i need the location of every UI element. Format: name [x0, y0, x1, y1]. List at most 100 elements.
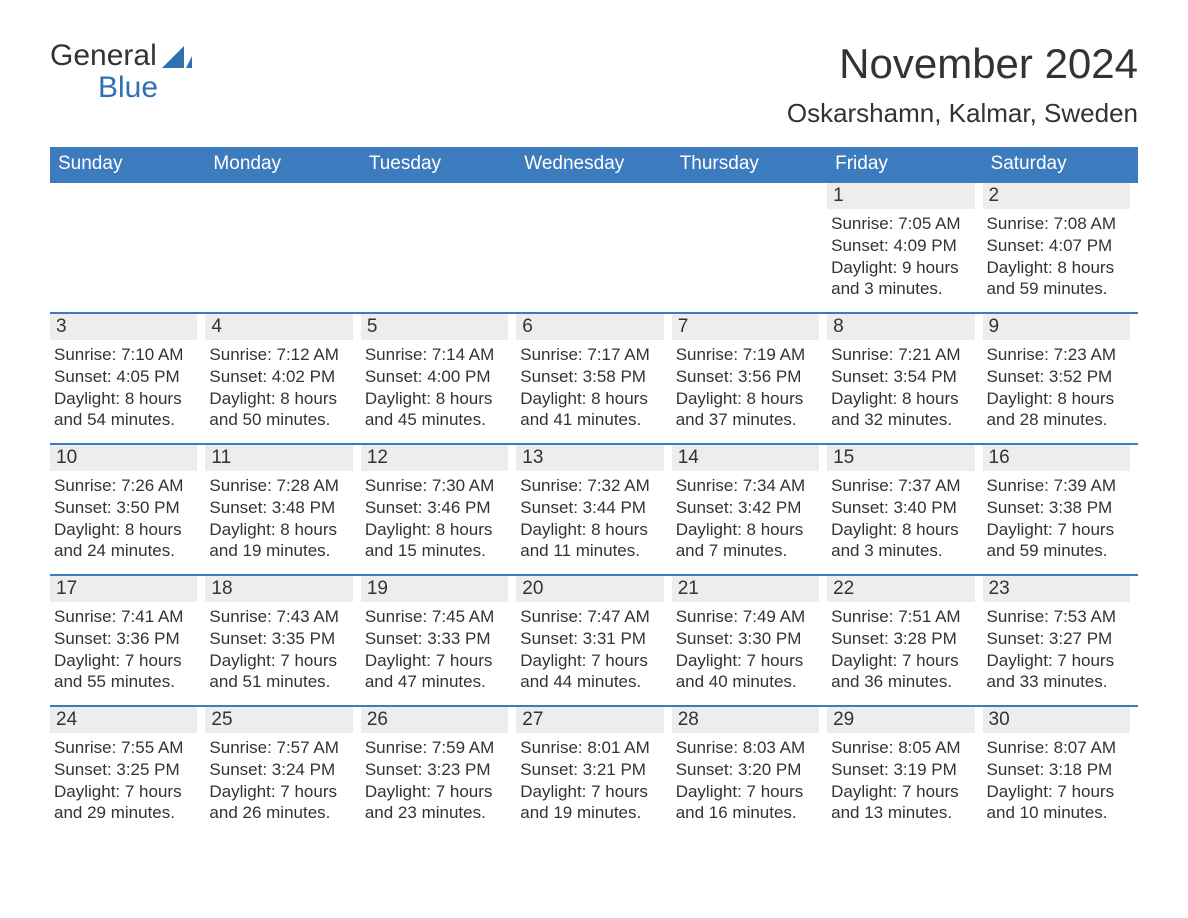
sunset-line: Sunset: 3:44 PM [520, 497, 663, 519]
logo-word-general: General [50, 40, 158, 72]
daylight-line: Daylight: 7 hours and 16 minutes. [676, 781, 819, 825]
day-cell: 24Sunrise: 7:55 AMSunset: 3:25 PMDayligh… [50, 707, 205, 836]
day-details: Sunrise: 7:10 AMSunset: 4:05 PMDaylight:… [50, 344, 197, 431]
day-cell: . [516, 183, 671, 312]
day-details: Sunrise: 7:59 AMSunset: 3:23 PMDaylight:… [361, 737, 508, 824]
daylight-line: Daylight: 7 hours and 44 minutes. [520, 650, 663, 694]
sunset-line: Sunset: 3:54 PM [831, 366, 974, 388]
day-details: Sunrise: 7:19 AMSunset: 3:56 PMDaylight:… [672, 344, 819, 431]
sunset-line: Sunset: 3:20 PM [676, 759, 819, 781]
day-number: 25 [205, 707, 352, 733]
day-number: 23 [983, 576, 1130, 602]
sunrise-line: Sunrise: 7:45 AM [365, 606, 508, 628]
sunset-line: Sunset: 3:23 PM [365, 759, 508, 781]
sunset-line: Sunset: 3:52 PM [987, 366, 1130, 388]
daylight-line: Daylight: 8 hours and 32 minutes. [831, 388, 974, 432]
sunrise-line: Sunrise: 7:41 AM [54, 606, 197, 628]
day-details: Sunrise: 7:23 AMSunset: 3:52 PMDaylight:… [983, 344, 1130, 431]
page-header: General Blue November 2024 Oskarshamn, K… [50, 40, 1138, 129]
daylight-line: Daylight: 9 hours and 3 minutes. [831, 257, 974, 301]
logo-text: General Blue [50, 40, 158, 103]
day-details: Sunrise: 7:34 AMSunset: 3:42 PMDaylight:… [672, 475, 819, 562]
day-number: 13 [516, 445, 663, 471]
sunrise-line: Sunrise: 8:05 AM [831, 737, 974, 759]
daylight-line: Daylight: 8 hours and 11 minutes. [520, 519, 663, 563]
day-number: 15 [827, 445, 974, 471]
day-details: Sunrise: 7:12 AMSunset: 4:02 PMDaylight:… [205, 344, 352, 431]
day-cell: 2Sunrise: 7:08 AMSunset: 4:07 PMDaylight… [983, 183, 1138, 312]
sunrise-line: Sunrise: 7:39 AM [987, 475, 1130, 497]
day-cell: 19 Sunrise: 7:45 AMSunset: 3:33 PMDayligh… [361, 576, 516, 705]
day-cell: 3Sunrise: 7:10 AMSunset: 4:05 PMDaylight… [50, 314, 205, 443]
day-number: 18 [205, 576, 352, 602]
sunrise-line: Sunrise: 7:57 AM [209, 737, 352, 759]
day-details: Sunrise: 7:45 AMSunset: 3:33 PMDaylight:… [361, 606, 508, 693]
sunrise-line: Sunrise: 7:51 AM [831, 606, 974, 628]
day-number: 12 [361, 445, 508, 471]
sunset-line: Sunset: 3:21 PM [520, 759, 663, 781]
daylight-line: Daylight: 8 hours and 41 minutes. [520, 388, 663, 432]
sunrise-line: Sunrise: 7:14 AM [365, 344, 508, 366]
day-number: 19 [361, 576, 508, 602]
day-cell: 7 Sunrise: 7:19 AMSunset: 3:56 PMDaylight… [672, 314, 827, 443]
day-cell: 10Sunrise: 7:26 AMSunset: 3:50 PMDayligh… [50, 445, 205, 574]
sunrise-line: Sunrise: 7:32 AM [520, 475, 663, 497]
sunrise-line: Sunrise: 7:23 AM [987, 344, 1130, 366]
daylight-line: Daylight: 7 hours and 13 minutes. [831, 781, 974, 825]
daylight-line: Daylight: 7 hours and 29 minutes. [54, 781, 197, 825]
day-cell: 18Sunrise: 7:43 AMSunset: 3:35 PMDayligh… [205, 576, 360, 705]
week-row: 10Sunrise: 7:26 AMSunset: 3:50 PMDayligh… [50, 443, 1138, 574]
sunrise-line: Sunrise: 7:17 AM [520, 344, 663, 366]
dow-cell: Monday [205, 147, 360, 181]
sail-icon [162, 46, 192, 68]
day-cell: 22Sunrise: 7:51 AMSunset: 3:28 PMDayligh… [827, 576, 982, 705]
day-cell: 16 Sunrise: 7:39 AMSunset: 3:38 PMDayligh… [983, 445, 1138, 574]
sunset-line: Sunset: 3:30 PM [676, 628, 819, 650]
day-cell: . [205, 183, 360, 312]
month-title: November 2024 [787, 40, 1138, 88]
day-cell: 25 Sunrise: 7:57 AMSunset: 3:24 PMDayligh… [205, 707, 360, 836]
day-number: 16 [983, 445, 1130, 471]
day-cell: 26Sunrise: 7:59 AMSunset: 3:23 PMDayligh… [361, 707, 516, 836]
sunrise-line: Sunrise: 7:10 AM [54, 344, 197, 366]
day-details: Sunrise: 7:47 AMSunset: 3:31 PMDaylight:… [516, 606, 663, 693]
dow-cell: Wednesday [516, 147, 671, 181]
day-cell: 15Sunrise: 7:37 AMSunset: 3:40 PMDayligh… [827, 445, 982, 574]
dow-cell: Friday [827, 147, 982, 181]
sunrise-line: Sunrise: 7:26 AM [54, 475, 197, 497]
day-cell: . [50, 183, 205, 312]
day-details: Sunrise: 7:30 AMSunset: 3:46 PMDaylight:… [361, 475, 508, 562]
sunset-line: Sunset: 4:05 PM [54, 366, 197, 388]
day-cell: . [361, 183, 516, 312]
day-number: 7 [672, 314, 819, 340]
sunset-line: Sunset: 3:38 PM [987, 497, 1130, 519]
daylight-line: Daylight: 7 hours and 36 minutes. [831, 650, 974, 694]
day-number: 22 [827, 576, 974, 602]
day-details: Sunrise: 7:28 AMSunset: 3:48 PMDaylight:… [205, 475, 352, 562]
day-number: 29 [827, 707, 974, 733]
sunrise-line: Sunrise: 7:21 AM [831, 344, 974, 366]
day-details: Sunrise: 7:49 AMSunset: 3:30 PMDaylight:… [672, 606, 819, 693]
sunrise-line: Sunrise: 7:28 AM [209, 475, 352, 497]
sunset-line: Sunset: 4:00 PM [365, 366, 508, 388]
sunrise-line: Sunrise: 8:03 AM [676, 737, 819, 759]
day-number: 17 [50, 576, 197, 602]
dow-cell: Sunday [50, 147, 205, 181]
day-cell: 28Sunrise: 8:03 AMSunset: 3:20 PMDayligh… [672, 707, 827, 836]
daylight-line: Daylight: 8 hours and 50 minutes. [209, 388, 352, 432]
day-details: Sunrise: 7:57 AMSunset: 3:24 PMDaylight:… [205, 737, 352, 824]
daylight-line: Daylight: 7 hours and 59 minutes. [987, 519, 1130, 563]
day-number: 27 [516, 707, 663, 733]
day-number: 6 [516, 314, 663, 340]
logo-word-blue: Blue [50, 72, 158, 104]
sunrise-line: Sunrise: 7:30 AM [365, 475, 508, 497]
location: Oskarshamn, Kalmar, Sweden [787, 98, 1138, 129]
dow-cell: Saturday [983, 147, 1138, 181]
sunrise-line: Sunrise: 7:05 AM [831, 213, 974, 235]
sunset-line: Sunset: 3:46 PM [365, 497, 508, 519]
daylight-line: Daylight: 8 hours and 15 minutes. [365, 519, 508, 563]
day-cell: 9Sunrise: 7:23 AMSunset: 3:52 PMDaylight… [983, 314, 1138, 443]
sunrise-line: Sunrise: 7:08 AM [987, 213, 1130, 235]
daylight-line: Daylight: 7 hours and 40 minutes. [676, 650, 819, 694]
sunset-line: Sunset: 3:50 PM [54, 497, 197, 519]
